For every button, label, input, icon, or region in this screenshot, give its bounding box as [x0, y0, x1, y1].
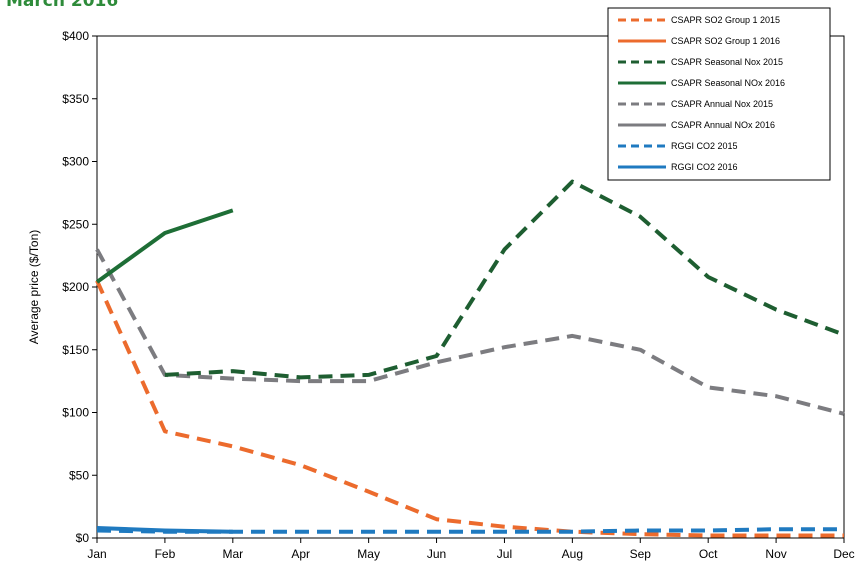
- y-tick-label: $300: [62, 155, 89, 169]
- x-tick-label: Oct: [699, 547, 718, 561]
- legend-box: [607, 7, 831, 181]
- y-axis-title: Average price ($/Ton): [27, 230, 41, 345]
- series-line: [95, 208, 234, 284]
- legend-label: CSAPR Annual Nox 2015: [671, 99, 773, 109]
- x-tick-label: Sep: [630, 547, 652, 561]
- series-line: [95, 279, 844, 538]
- y-tick-label: $0: [76, 531, 90, 545]
- legend-label: CSAPR Seasonal Nox 2015: [671, 57, 783, 67]
- series-line: [164, 179, 845, 380]
- x-tick-label: Dec: [833, 547, 854, 561]
- x-tick-label: Aug: [562, 547, 583, 561]
- legend-label: CSAPR Seasonal NOx 2016: [671, 78, 785, 88]
- y-tick-label: $200: [62, 280, 89, 294]
- x-tick-label: Apr: [291, 547, 310, 561]
- x-tick-label: Nov: [765, 547, 786, 561]
- x-tick-label: Mar: [222, 547, 243, 561]
- x-axis: Jan Feb Mar Apr May Jun Jul Aug Sep Oct Nov Dec: [87, 538, 855, 561]
- series-line: [96, 527, 844, 534]
- x-tick-label: Feb: [155, 547, 176, 561]
- chart-title-partial: March 2016: [6, 0, 119, 11]
- x-tick-label: Jul: [497, 547, 512, 561]
- y-tick-label: $250: [62, 217, 89, 231]
- legend: CSAPR SO2 Group 1 2015 CSAPR SO2 Group 1 …: [607, 7, 831, 181]
- y-tick-label: $350: [62, 92, 89, 106]
- series-line: [96, 526, 233, 534]
- legend-label: CSAPR Annual NOx 2016: [671, 120, 775, 130]
- y-axis: $0 $50 $100 $150 $200 $250 $300 $350 $400: [62, 29, 97, 545]
- y-tick-label: $100: [62, 406, 89, 420]
- series-layer: [95, 179, 845, 538]
- y-tick-label: $50: [69, 468, 89, 482]
- legend-label: CSAPR SO2 Group 1 2016: [671, 36, 780, 46]
- legend-label: RGGI CO2 2016: [671, 162, 738, 172]
- legend-label: RGGI CO2 2015: [671, 141, 738, 151]
- x-tick-label: Jan: [87, 547, 106, 561]
- y-tick-label: $150: [62, 343, 89, 357]
- x-tick-label: May: [357, 547, 380, 561]
- x-tick-label: Jun: [427, 547, 446, 561]
- legend-label: CSAPR SO2 Group 1 2015: [671, 15, 780, 25]
- series-line: [95, 248, 845, 416]
- y-tick-label: $400: [62, 29, 89, 43]
